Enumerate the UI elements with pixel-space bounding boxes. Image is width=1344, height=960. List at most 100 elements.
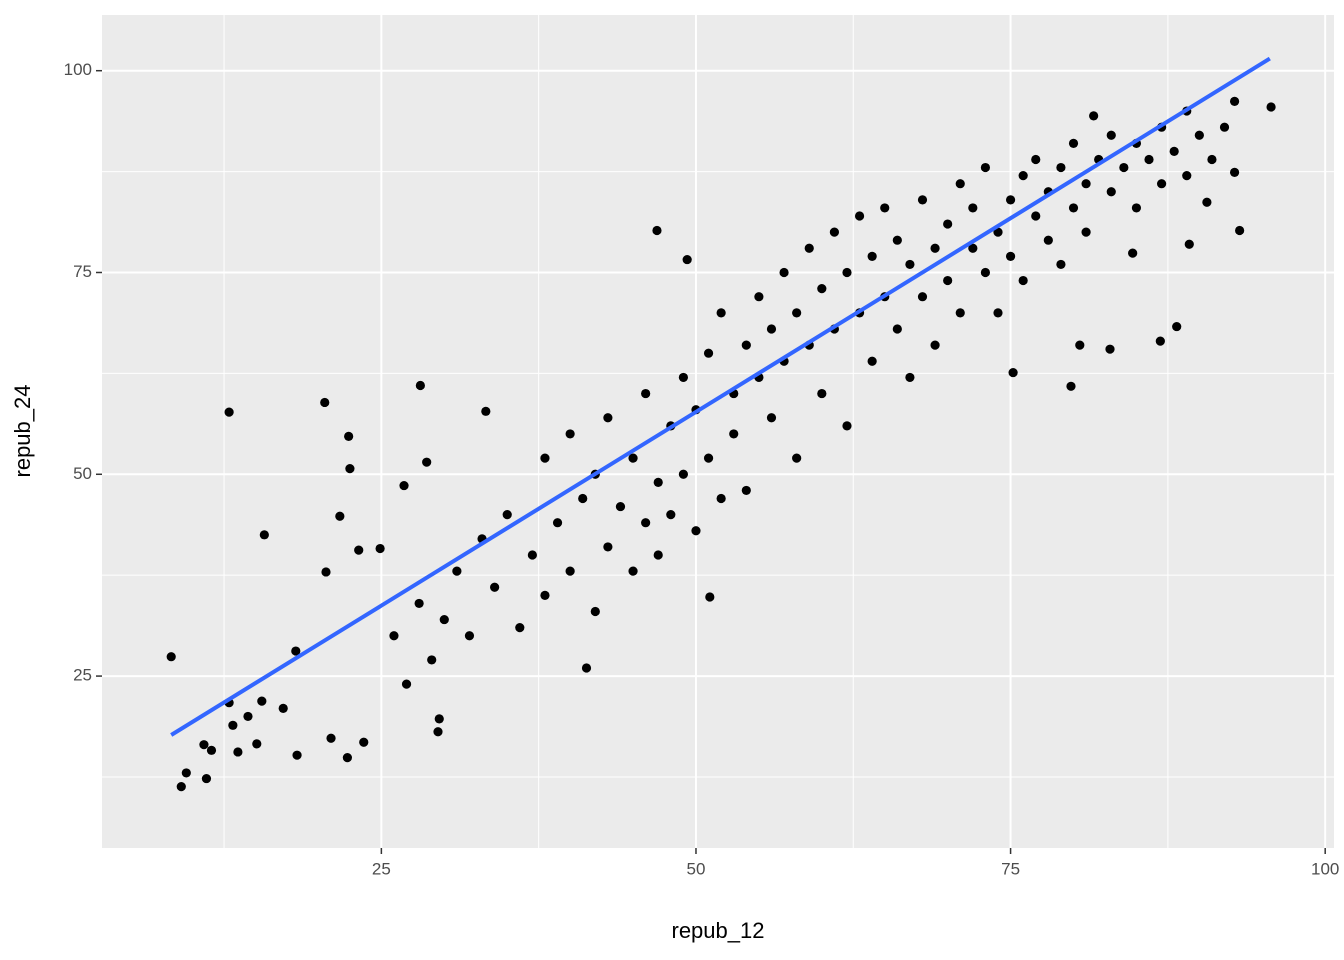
point: [259, 530, 269, 540]
point: [678, 469, 688, 479]
point: [854, 211, 865, 221]
point: [1089, 111, 1099, 121]
point: [342, 752, 352, 763]
point: [880, 203, 890, 213]
point: [565, 429, 575, 439]
point: [1105, 344, 1115, 354]
point: [206, 745, 217, 755]
point: [817, 388, 827, 399]
point: [422, 457, 432, 467]
point: [578, 493, 588, 504]
point: [414, 598, 424, 609]
fit-line: [170, 56, 1271, 737]
point: [1008, 367, 1018, 378]
point: [1056, 259, 1066, 270]
point: [257, 696, 267, 706]
point: [452, 566, 462, 576]
point: [867, 251, 877, 261]
point: [628, 453, 638, 463]
point: [354, 545, 364, 555]
point: [652, 225, 662, 236]
point: [1066, 381, 1076, 391]
point: [817, 284, 827, 294]
point: [766, 413, 777, 423]
point: [867, 356, 877, 366]
point: [1119, 162, 1129, 173]
point: [1081, 179, 1091, 189]
point: [653, 477, 663, 487]
point: [804, 243, 814, 253]
point: [326, 733, 336, 743]
point: [905, 259, 915, 270]
y-tick-label: 100: [64, 60, 92, 79]
point: [291, 646, 301, 656]
point: [641, 518, 651, 528]
point: [792, 308, 802, 318]
point: [278, 703, 288, 713]
point: [641, 388, 651, 399]
point: [1056, 162, 1066, 173]
point: [1266, 102, 1276, 112]
point: [399, 480, 409, 491]
point: [375, 543, 385, 554]
point: [1018, 171, 1028, 181]
point: [1156, 179, 1167, 189]
point: [1155, 336, 1165, 346]
point: [615, 501, 626, 512]
point: [1131, 203, 1142, 213]
point: [1031, 211, 1041, 221]
point: [754, 292, 764, 302]
point: [691, 526, 701, 536]
x-tick-label: 25: [372, 859, 391, 878]
point: [581, 663, 592, 673]
x-tick-label: 50: [687, 859, 706, 878]
point: [716, 308, 726, 318]
point: [968, 243, 978, 253]
point: [917, 292, 928, 302]
point: [993, 308, 1003, 318]
point: [359, 737, 369, 747]
point: [320, 397, 330, 408]
point: [176, 782, 186, 792]
point: [603, 413, 613, 423]
point: [955, 179, 965, 189]
point: [552, 518, 563, 528]
point: [434, 714, 444, 724]
point: [199, 740, 209, 750]
point: [1182, 171, 1192, 181]
point: [779, 267, 789, 278]
point: [243, 711, 253, 722]
point: [427, 655, 437, 665]
point: [666, 510, 676, 520]
point: [678, 372, 688, 383]
point: [439, 614, 449, 625]
x-tick-label: 75: [1001, 859, 1020, 878]
point: [930, 243, 940, 253]
y-tick-label: 25: [73, 666, 92, 685]
point: [502, 510, 512, 520]
point: [252, 739, 262, 749]
point: [842, 421, 852, 431]
point: [1075, 340, 1085, 350]
point: [1207, 154, 1217, 165]
point: [1068, 138, 1079, 148]
point: [716, 493, 726, 504]
x-axis-title: repub_12: [672, 918, 765, 943]
point: [181, 768, 191, 778]
point: [917, 195, 928, 205]
point: [201, 773, 212, 784]
point: [415, 380, 425, 391]
point: [1144, 154, 1154, 165]
point: [628, 566, 638, 576]
point: [233, 747, 243, 757]
point: [464, 631, 475, 641]
point: [590, 606, 600, 617]
point: [741, 485, 751, 496]
point: [1128, 248, 1138, 258]
point: [345, 464, 355, 474]
point: [228, 720, 238, 730]
point: [1068, 203, 1079, 213]
point: [829, 227, 840, 237]
point: [565, 566, 575, 576]
